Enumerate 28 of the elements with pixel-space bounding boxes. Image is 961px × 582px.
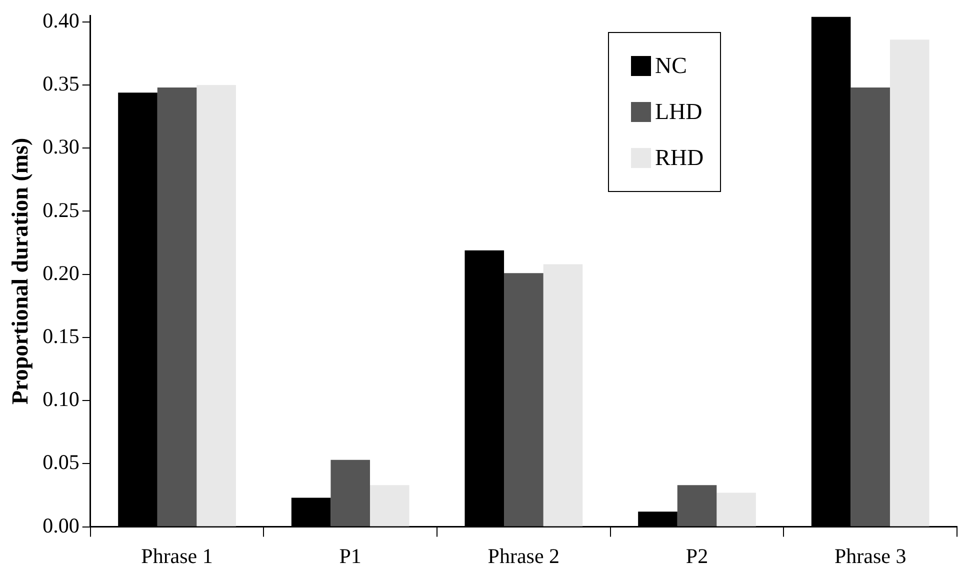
y-tick-label: 0.35 [42,72,80,96]
bar [850,88,890,526]
legend-label: NC [655,52,687,80]
y-tick-label: 0.00 [42,513,80,538]
x-tick-label: P1 [339,544,362,568]
bar [890,40,930,526]
x-tick-label: Phrase 2 [488,544,560,568]
legend-label: RHD [655,144,704,172]
bar [196,85,236,526]
bar [157,88,197,526]
y-tick-label: 0.20 [42,260,80,285]
bar [504,273,544,526]
y-tick-label: 0.30 [42,134,80,159]
y-tick-label: 0.15 [42,324,80,348]
bar [677,485,717,526]
y-axis-title: Proportional duration (ms) [8,138,33,405]
bar [543,264,583,526]
x-tick-label: Phrase 3 [834,544,906,568]
legend-label: LHD [655,98,702,126]
y-tick-label: 0.10 [42,387,80,412]
y-tick-label: 0.25 [42,198,80,222]
bar [716,492,756,526]
y-tick-label: 0.40 [42,8,80,32]
y-tick-label: 0.05 [42,450,80,474]
x-tick-label: P2 [686,544,708,568]
bar [370,485,410,526]
x-tick-label: Phrase 1 [141,544,213,568]
bar [330,460,370,526]
